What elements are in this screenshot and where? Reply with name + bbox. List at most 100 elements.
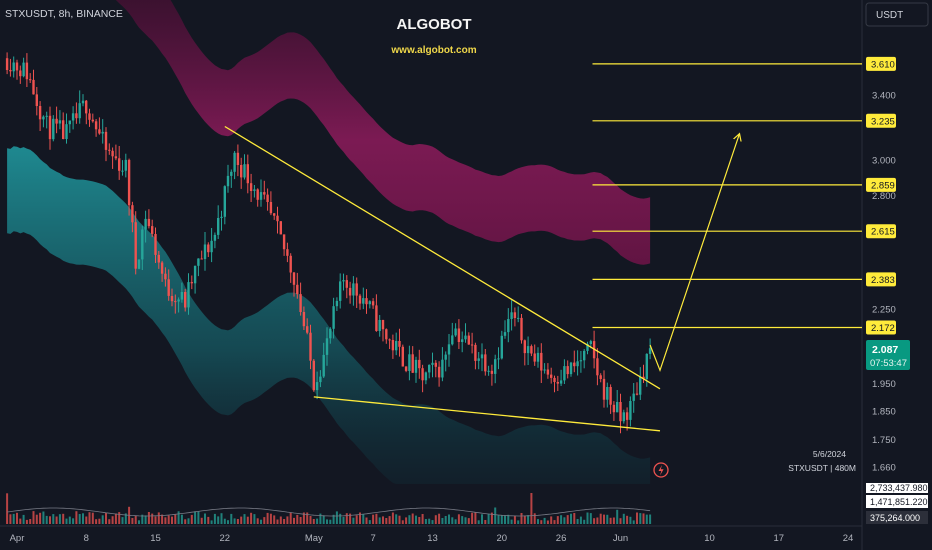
time-tick-label: 17 (774, 533, 785, 544)
candle-body (282, 234, 286, 250)
target-level-badge (866, 113, 896, 128)
volume-bar (589, 513, 592, 524)
candle-body (431, 362, 434, 365)
candle-body (517, 317, 520, 319)
volume-bar (510, 519, 513, 524)
volume-bar (490, 512, 493, 524)
volume-bar (223, 518, 226, 524)
candle-body (586, 343, 589, 351)
volume-bar (85, 516, 88, 524)
currency-button[interactable]: USDT (865, 2, 929, 27)
time-axis[interactable]: Apr 8 15 22 May 7 13 20 26 Jun 10 17 24 (10, 533, 854, 544)
candle-body (556, 382, 559, 384)
volume-bar (220, 513, 223, 524)
candle-body (325, 338, 329, 355)
volume-bar (167, 515, 170, 524)
target-level-label: 2.859 (871, 180, 895, 191)
candle-body (559, 380, 563, 384)
target-level-badge (866, 272, 896, 287)
candle-body (550, 374, 553, 378)
candle-body (589, 341, 592, 344)
volume-bar (207, 516, 210, 524)
candle-body (22, 62, 25, 77)
candle-body (210, 240, 213, 253)
volume-bar (497, 515, 500, 524)
wedge-lower-trendline (313, 396, 661, 432)
candle-body (157, 254, 160, 263)
volume-bar (382, 516, 384, 524)
volume-bar (95, 519, 98, 524)
volume-bar (487, 513, 490, 524)
candle-body (411, 354, 414, 373)
candle-body (362, 298, 365, 304)
volume-bar (352, 517, 355, 524)
candle-body (190, 282, 193, 284)
volume-bar (359, 512, 361, 524)
volume-bar (523, 515, 526, 524)
volume-bar (550, 516, 553, 524)
candle-body (381, 320, 385, 330)
volume-bar (474, 512, 477, 524)
volume-bar (639, 513, 642, 524)
volume-bar (174, 514, 177, 524)
candle-body (55, 118, 58, 124)
candle-body (629, 401, 632, 420)
volume-bar (306, 512, 309, 524)
price-axis[interactable]: 3.400 3.000 2.800 2.250 1.950 1.850 1.750 1.660 (872, 91, 896, 474)
volume-bar (293, 517, 295, 524)
candle-body (599, 375, 602, 379)
volume-bar (25, 519, 28, 524)
volume-bar (200, 517, 203, 524)
volume-bar (22, 514, 25, 524)
candle-body (546, 369, 550, 375)
candle-body (42, 116, 45, 120)
candle-body (269, 202, 273, 214)
candle-body (127, 159, 131, 206)
volume-bar (289, 512, 292, 524)
candle-body (441, 359, 444, 378)
candle-body (543, 369, 546, 371)
candle-body (203, 244, 207, 259)
volume-bar (632, 520, 635, 524)
volume-bar (391, 512, 394, 524)
volume-bar (141, 514, 144, 524)
volume-bar (227, 520, 229, 524)
candle-body (484, 354, 487, 372)
wedge-upper-trendline (224, 125, 661, 390)
target-level-badge (866, 56, 896, 71)
candle-body (523, 340, 526, 354)
candle-body (263, 192, 266, 195)
candle-body (213, 234, 217, 241)
candle-body (401, 346, 404, 367)
candle-body (48, 115, 52, 140)
time-tick-label: Apr (10, 533, 25, 544)
levels-layer: 3.610 3.235 2.859 2.615 2.383 2.172 (592, 56, 896, 335)
candle-body (418, 359, 421, 369)
candle-body (444, 354, 447, 360)
volume-bar (494, 507, 497, 524)
symbol-label: STXUSDT, 8h, BINANCE (5, 8, 123, 20)
candle-body (437, 366, 441, 378)
volume-bar (29, 519, 32, 524)
time-tick-label: 10 (704, 533, 715, 544)
candle-body (114, 156, 118, 159)
candle-body (121, 170, 124, 172)
candle-body (101, 131, 104, 134)
volume-bar (138, 520, 140, 524)
candle-body (137, 259, 141, 269)
volume-bar (438, 513, 441, 524)
lower-band (7, 146, 651, 484)
alert-icon[interactable] (653, 462, 669, 478)
volume-bar (593, 518, 596, 524)
volume-bar (19, 518, 22, 524)
volume-bar (543, 517, 546, 524)
candle-body (602, 378, 606, 400)
candle-body (306, 326, 309, 333)
candle-body (319, 376, 322, 383)
candle-body (553, 377, 556, 382)
candle-body (223, 186, 226, 217)
volume-bar (481, 514, 483, 524)
candle-body (494, 359, 497, 374)
candle-body (236, 152, 240, 165)
